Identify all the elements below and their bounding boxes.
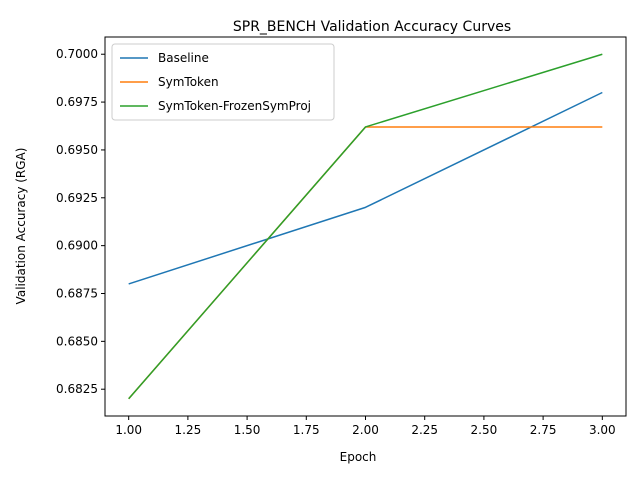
x-tick-label: 2.50 (471, 423, 498, 437)
legend-label: SymToken-FrozenSymProj (158, 99, 311, 113)
x-tick-label: 2.25 (411, 423, 438, 437)
series-layer (128, 53, 603, 400)
y-axis-ticks: 0.6825 0.6850 0.6875 0.6900 0.6925 0.6950 0.69… (56, 47, 105, 396)
legend: Baseline SymToken SymToken-FrozenSymProj (111, 43, 335, 121)
y-tick-label: 0.7000 (56, 47, 98, 61)
x-axis-label: Epoch (340, 450, 377, 464)
x-tick-label: 1.25 (175, 423, 202, 437)
y-tick-label: 0.6900 (56, 239, 98, 253)
x-tick-label: 1.50 (234, 423, 261, 437)
series-line-1 (128, 126, 603, 400)
y-tick-label: 0.6925 (56, 191, 98, 205)
y-tick-label: 0.6875 (56, 286, 98, 300)
legend-frame (111, 43, 335, 121)
x-tick-label: 1.00 (115, 423, 142, 437)
chart-title: SPR_BENCH Validation Accuracy Curves (233, 19, 511, 35)
y-tick-label: 0.6850 (56, 334, 98, 348)
x-tick-label: 2.00 (352, 423, 379, 437)
legend-label: Baseline (158, 51, 209, 65)
legend-label: SymToken (158, 75, 219, 89)
y-tick-label: 0.6975 (56, 95, 98, 109)
y-tick-label: 0.6825 (56, 382, 98, 396)
y-axis-label: Validation Accuracy (RGA) (14, 148, 28, 305)
x-tick-label: 2.75 (530, 423, 557, 437)
x-tick-label: 1.75 (293, 423, 320, 437)
y-tick-label: 0.6950 (56, 143, 98, 157)
series-line-2 (128, 53, 603, 400)
x-tick-label: 3.00 (589, 423, 616, 437)
series-line-0 (128, 91, 603, 285)
x-axis-ticks: 1.00 1.25 1.50 1.75 2.00 2.25 2.50 2.75 3.00 (115, 416, 616, 437)
